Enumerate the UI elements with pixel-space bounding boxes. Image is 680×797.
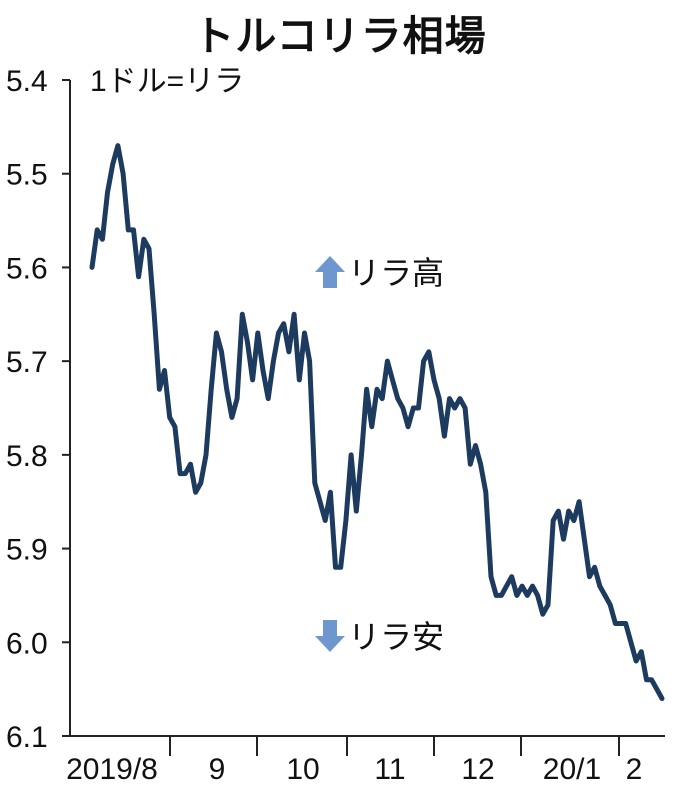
x-tick-label: 11 bbox=[374, 753, 405, 786]
x-tick-label: 2019/8 bbox=[66, 753, 158, 786]
up-arrow-icon bbox=[315, 256, 345, 288]
x-tick-label: 20/1 bbox=[543, 753, 601, 786]
annotation-lira-weak: リラ安 bbox=[348, 618, 444, 656]
x-tick-label: 2 bbox=[626, 753, 643, 786]
y-tick-label: 5.8 bbox=[6, 440, 48, 473]
down-arrow-icon bbox=[315, 620, 345, 652]
unit-label: 1ドル=リラ bbox=[90, 65, 244, 98]
x-tick-label: 12 bbox=[461, 753, 494, 786]
y-tick-label: 5.7 bbox=[6, 346, 48, 379]
y-tick-label: 5.4 bbox=[6, 65, 48, 98]
x-tick-label: 10 bbox=[286, 753, 319, 786]
annotation-lira-strong: リラ高 bbox=[348, 254, 444, 292]
y-tick-label: 5.9 bbox=[6, 534, 48, 567]
x-tick-label: 9 bbox=[209, 753, 226, 786]
chart-title: トルコリラ相場 bbox=[193, 12, 487, 60]
y-tick-label: 6.1 bbox=[6, 721, 48, 754]
y-tick-label: 5.5 bbox=[6, 159, 48, 192]
y-tick-label: 5.6 bbox=[6, 252, 48, 285]
y-tick-label: 6.0 bbox=[6, 627, 48, 660]
series-line bbox=[89, 143, 665, 701]
